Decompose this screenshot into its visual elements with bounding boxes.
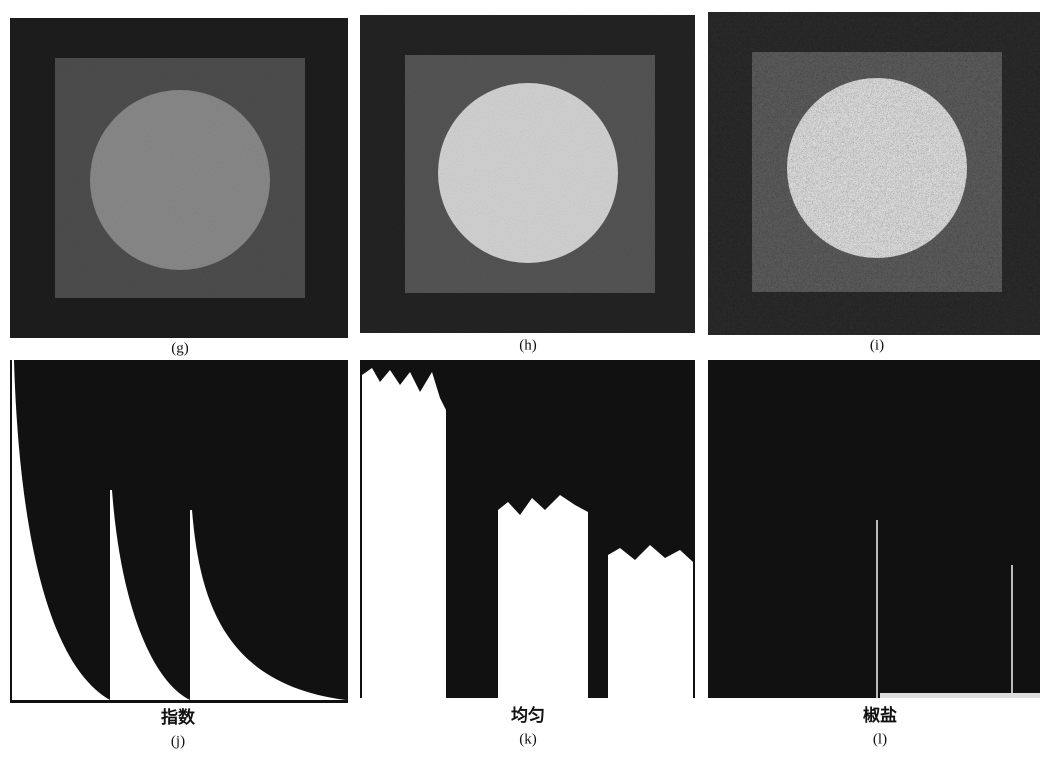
caption-l: 椒盐	[863, 705, 897, 726]
histogram-k	[360, 360, 695, 698]
histogram-j	[10, 360, 348, 703]
caption-j: 指数	[161, 707, 196, 728]
label-g: (g)	[171, 340, 189, 356]
histogram-l	[708, 360, 1040, 698]
caption-k: 均匀	[511, 705, 545, 726]
image-g	[10, 18, 348, 338]
label-i: (i)	[870, 337, 884, 353]
label-k: (k)	[519, 731, 537, 747]
label-j: (j)	[171, 733, 185, 749]
label-l: (l)	[873, 731, 887, 747]
image-i	[708, 12, 1040, 335]
label-h: (h)	[519, 337, 537, 353]
image-h	[360, 15, 695, 333]
